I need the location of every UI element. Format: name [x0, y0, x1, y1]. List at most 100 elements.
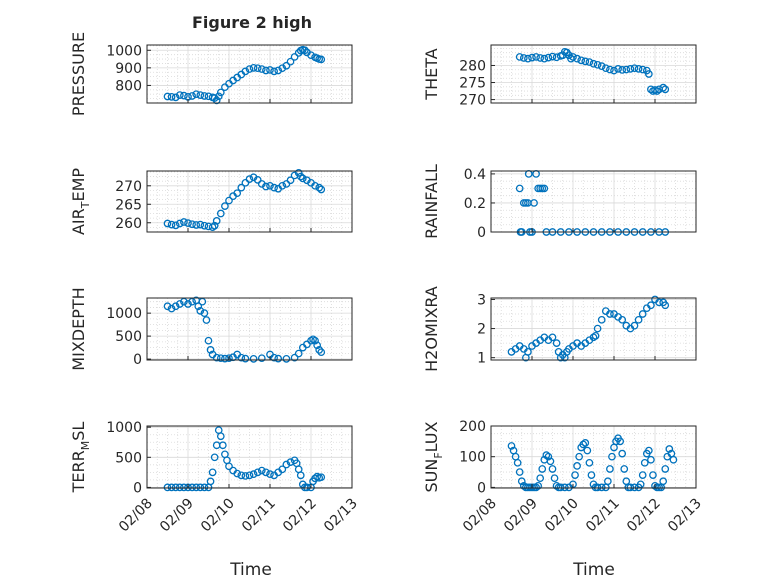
data-point	[200, 221, 209, 230]
data-point	[669, 455, 678, 464]
data-point	[194, 302, 203, 311]
data-point	[196, 220, 205, 229]
series-pressure	[163, 45, 326, 105]
data-point	[532, 53, 540, 61]
y-tick-label: 0.4	[464, 167, 486, 183]
subplot-air_temp: 260 265 270 AIRTEMP	[69, 168, 353, 235]
data-point	[626, 65, 635, 73]
data-point	[585, 458, 594, 467]
data-point	[517, 477, 526, 486]
data-point	[513, 458, 522, 467]
y-axis-label: SUNFLUX	[422, 421, 445, 492]
data-point	[569, 53, 577, 61]
data-point	[245, 175, 254, 183]
data-point	[303, 483, 311, 492]
data-point	[507, 442, 516, 450]
data-point	[593, 60, 602, 69]
data-point	[655, 298, 663, 307]
data-point	[577, 56, 586, 65]
data-point	[620, 465, 629, 473]
data-point	[311, 336, 319, 345]
data-point	[221, 354, 229, 363]
data-point	[208, 223, 217, 232]
data-point	[536, 474, 545, 483]
data-point	[626, 483, 635, 492]
data-point	[282, 61, 291, 70]
data-point	[241, 354, 250, 363]
data-point	[184, 219, 192, 227]
data-point	[274, 66, 283, 75]
data-point	[286, 57, 295, 66]
data-point	[534, 482, 543, 490]
data-point	[630, 483, 639, 492]
data-point	[550, 474, 559, 483]
data-point	[180, 218, 188, 226]
data-point	[661, 301, 670, 310]
x-tick-label: 02/10	[198, 496, 238, 536]
data-point	[616, 437, 625, 446]
data-point	[583, 446, 592, 455]
x-tick-label: 02/10	[542, 496, 582, 536]
data-point	[630, 321, 639, 330]
data-point	[192, 483, 201, 492]
data-point	[206, 346, 215, 354]
data-point	[206, 477, 215, 486]
data-point	[647, 455, 655, 464]
subplot-terr_msl: 0 500 1000 02/08 02/09 02/10 02/11 02/12 02/13 TE…	[69, 420, 361, 535]
y-tick-label: 0	[133, 352, 142, 368]
x-tick-label: 02/08	[116, 496, 156, 536]
data-point	[266, 181, 274, 190]
data-point	[180, 483, 188, 492]
data-point	[219, 441, 227, 450]
data-point	[290, 353, 299, 362]
y-tick-label: 0	[477, 225, 486, 241]
y-tick-label: 1	[477, 351, 486, 367]
y-axis-label-main: THETA	[422, 48, 441, 100]
y-axis-label: RAINFALL	[422, 164, 441, 239]
data-point	[253, 64, 262, 73]
x-axis-label-left: Time	[229, 560, 272, 580]
data-point	[216, 88, 225, 97]
data-point	[233, 189, 242, 198]
data-point	[540, 54, 549, 63]
data-point	[542, 451, 551, 460]
data-point	[659, 83, 668, 92]
data-point	[536, 54, 545, 62]
y-tick-label: 0.2	[464, 196, 486, 212]
x-tick-label: 02/11	[583, 496, 623, 536]
data-point	[618, 449, 627, 458]
data-point	[196, 307, 205, 315]
data-point	[591, 331, 600, 340]
data-point	[282, 355, 291, 363]
axes-box	[146, 44, 353, 104]
data-point	[618, 66, 627, 74]
data-point	[167, 483, 176, 492]
data-point	[606, 465, 614, 473]
data-point	[581, 439, 590, 447]
data-point	[630, 64, 639, 73]
data-point	[575, 452, 584, 461]
data-point	[225, 196, 233, 205]
data-point	[257, 466, 266, 475]
subplot-sun_flux: 0 100 200 02/08 02/09 02/10 02/11 02/12 02/13 SUN…	[422, 419, 705, 535]
x-tick-label: 02/11	[239, 496, 279, 536]
y-tick-label: 275	[459, 76, 486, 92]
series-terr_msl	[163, 426, 326, 492]
data-point	[204, 336, 213, 345]
series-theta	[515, 47, 670, 95]
data-point	[225, 354, 233, 363]
data-point	[290, 53, 299, 61]
data-point	[307, 51, 315, 60]
data-point	[659, 477, 668, 486]
data-point	[515, 468, 524, 476]
data-point	[530, 199, 538, 207]
y-axis-label-suffix: EMP	[69, 168, 88, 202]
data-point	[266, 66, 274, 74]
series-sun_flux	[507, 434, 678, 492]
data-point	[192, 221, 201, 229]
y-tick-label: 3	[477, 292, 486, 308]
data-point	[216, 432, 225, 441]
subplot-mixdepth: 0 500 1000 MIXDEPTH	[69, 287, 353, 371]
data-point	[622, 65, 631, 74]
